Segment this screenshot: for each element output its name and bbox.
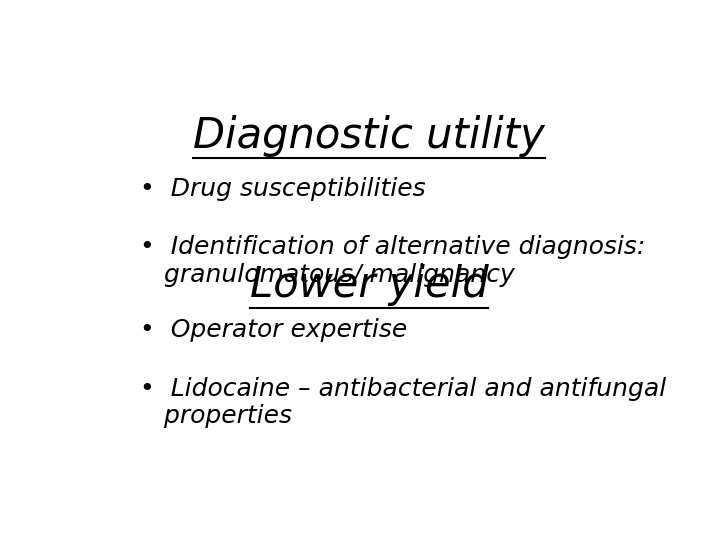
Text: •  Drug susceptibilities: • Drug susceptibilities bbox=[140, 177, 426, 201]
Text: •  Lidocaine – antibacterial and antifungal
   properties: • Lidocaine – antibacterial and antifung… bbox=[140, 377, 667, 428]
Text: Diagnostic utility: Diagnostic utility bbox=[193, 114, 545, 157]
Text: •  Operator expertise: • Operator expertise bbox=[140, 319, 408, 342]
Text: Lower yield: Lower yield bbox=[250, 265, 488, 306]
Text: •  Identification of alternative diagnosis:
   granulomatous/ malignancy: • Identification of alternative diagnosi… bbox=[140, 235, 645, 287]
